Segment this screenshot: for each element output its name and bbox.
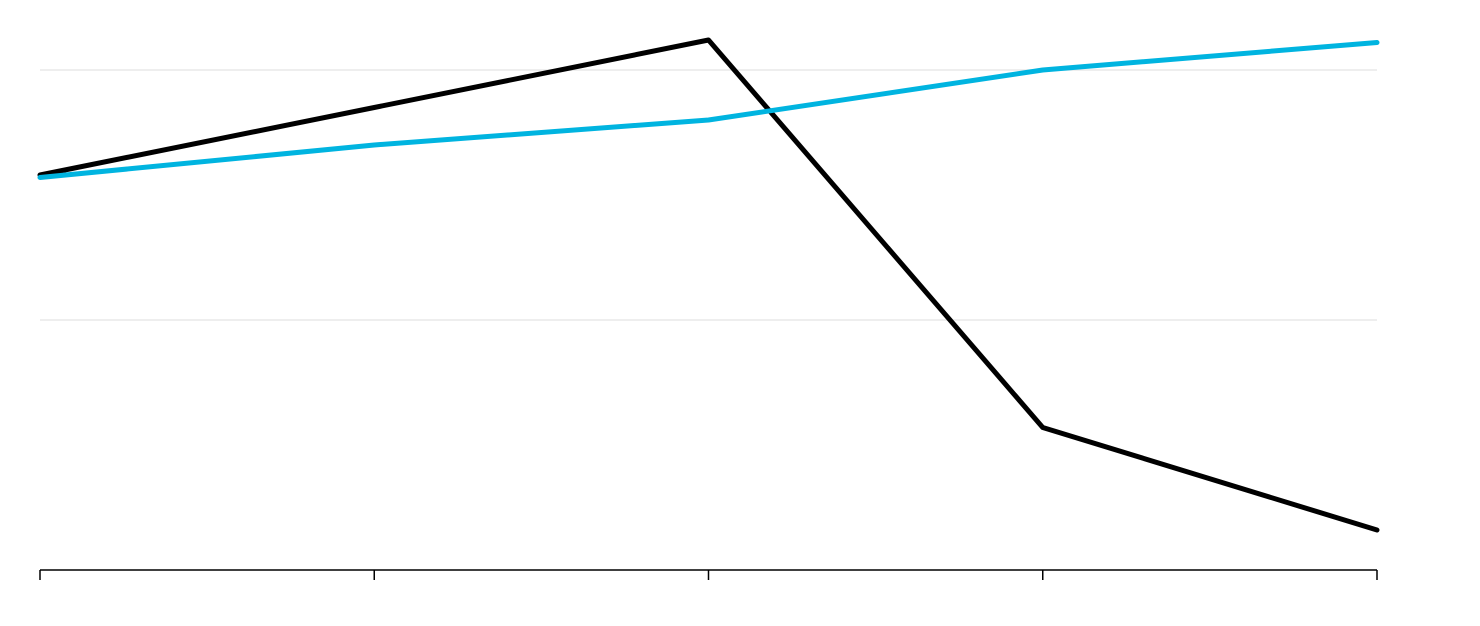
series-line bbox=[37, 40, 1380, 180]
series-line bbox=[37, 37, 1380, 533]
